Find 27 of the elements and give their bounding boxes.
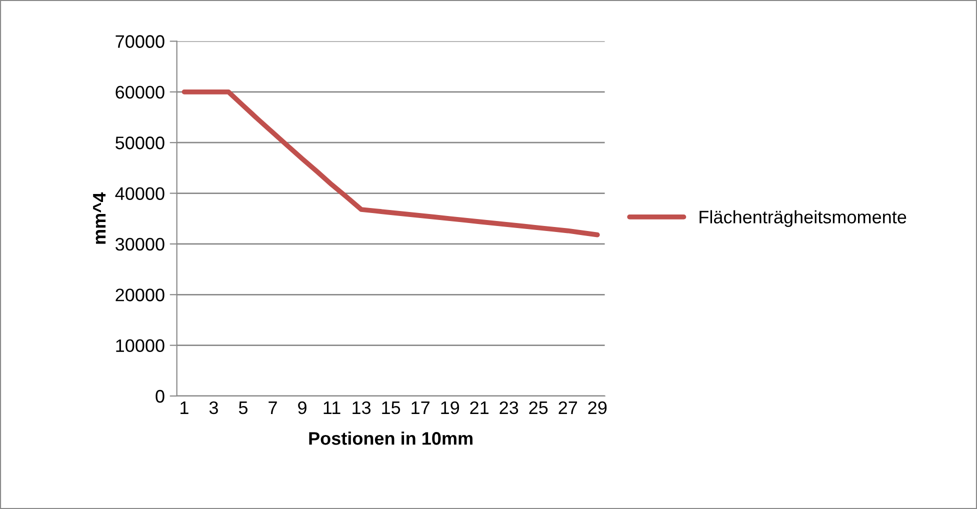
x-tick-label: 9 <box>298 401 306 414</box>
x-tick-label: 11 <box>324 402 340 414</box>
y-tick-label: 0 <box>156 390 164 403</box>
x-tick-label: 1 <box>180 402 188 414</box>
y-tick-label: 60000 <box>116 86 164 99</box>
y-tick-label: 30000 <box>116 238 164 251</box>
y-tick-label: 20000 <box>116 288 164 302</box>
x-tick-label: 29 <box>588 401 607 414</box>
x-tick-label: 13 <box>352 401 371 414</box>
x-tick-label: 7 <box>268 402 277 414</box>
y-tick-label: 10000 <box>116 339 164 352</box>
x-tick-label: 25 <box>529 401 548 414</box>
x-tick-label: 3 <box>209 401 218 414</box>
x-tick-label: 23 <box>500 401 518 414</box>
x-tick-label: 15 <box>382 402 400 414</box>
x-tick-label: 19 <box>441 401 460 414</box>
x-tick-label: 27 <box>558 401 578 414</box>
x-tick-label: 5 <box>238 402 248 414</box>
x-axis-title: Postionen in 10mm <box>309 432 472 445</box>
legend-label: Flächenträgheitsmomente <box>700 210 906 228</box>
y-tick-label: 50000 <box>116 136 164 150</box>
x-tick-label: 21 <box>470 401 488 414</box>
x-tick-label: 17 <box>412 402 430 414</box>
y-axis-title: mm^4 <box>93 192 106 244</box>
y-tick-label: 70000 <box>116 35 164 48</box>
y-tick-label: 40000 <box>115 187 164 200</box>
line-series <box>182 89 600 238</box>
